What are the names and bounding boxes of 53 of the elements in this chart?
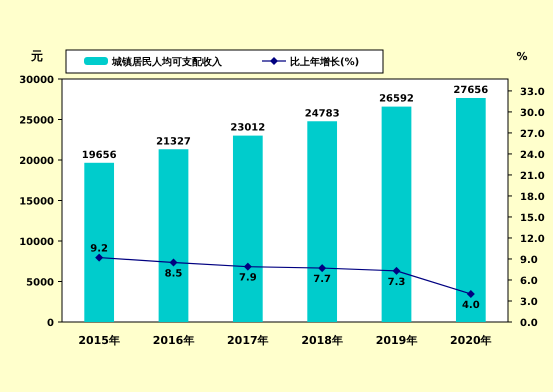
data-label: 23012 <box>230 122 266 134</box>
y2-tick-label: 3.0 <box>520 296 538 308</box>
y-tick-label: 20000 <box>19 156 54 167</box>
y2-tick-label: 0.0 <box>520 318 538 329</box>
y2-tick-label: 15.0 <box>520 212 545 224</box>
y-tick-label: 5000 <box>26 278 54 288</box>
data-label: 19656 <box>82 150 117 161</box>
y2-tick-label: 24.0 <box>520 150 545 161</box>
y-tick-label: 10000 <box>19 237 54 248</box>
point <box>466 290 475 298</box>
y-tick-label: 0 <box>47 318 54 329</box>
bar <box>84 162 114 322</box>
bar <box>307 121 338 322</box>
data-label: 8.5 <box>164 268 182 280</box>
y-tick-label: 30000 <box>19 75 54 86</box>
data-label: 21327 <box>156 136 191 148</box>
data-label: 24783 <box>304 108 340 120</box>
x-tick-label: 2019年 <box>376 334 418 347</box>
y2-tick-label: 6.0 <box>520 276 538 287</box>
point <box>392 266 400 275</box>
y2-axis-title: % <box>516 50 528 63</box>
data-label: 9.2 <box>90 244 108 255</box>
x-tick-label: 2017年 <box>227 334 269 347</box>
y2-tick-label: 33.0 <box>520 86 545 98</box>
bar <box>456 98 486 322</box>
x-tick-label: 2016年 <box>152 334 194 347</box>
y-tick-label: 25000 <box>19 116 54 126</box>
data-label: 4.0 <box>462 300 480 311</box>
legend-label: 比上年增长(%) <box>290 56 360 68</box>
y2-tick-label: 27.0 <box>520 128 545 140</box>
legend-label: 城镇居民人均可支配收入 <box>111 56 223 68</box>
data-label: 26592 <box>379 94 414 105</box>
point <box>170 258 178 266</box>
y2-tick-label: 18.0 <box>520 192 545 203</box>
y-tick-label: 15000 <box>19 196 54 208</box>
bar <box>158 149 188 322</box>
x-tick-label: 2020年 <box>450 334 492 347</box>
point <box>244 262 252 271</box>
point <box>318 264 326 272</box>
y2-tick-label: 21.0 <box>520 170 545 182</box>
y2-tick-label: 12.0 <box>520 234 545 245</box>
data-label: 7.7 <box>313 274 332 286</box>
bar <box>232 136 263 322</box>
y-axis-title: 元 <box>30 49 43 63</box>
x-tick-label: 2015年 <box>78 334 120 347</box>
data-label: 7.9 <box>238 272 257 284</box>
y2-tick-label: 30.0 <box>520 108 545 119</box>
point <box>95 254 104 262</box>
data-label: 27656 <box>453 84 488 96</box>
x-tick-label: 2018年 <box>301 334 343 347</box>
bar <box>382 106 412 322</box>
data-label: 7.3 <box>388 276 406 288</box>
y2-tick-label: 9.0 <box>520 254 538 266</box>
